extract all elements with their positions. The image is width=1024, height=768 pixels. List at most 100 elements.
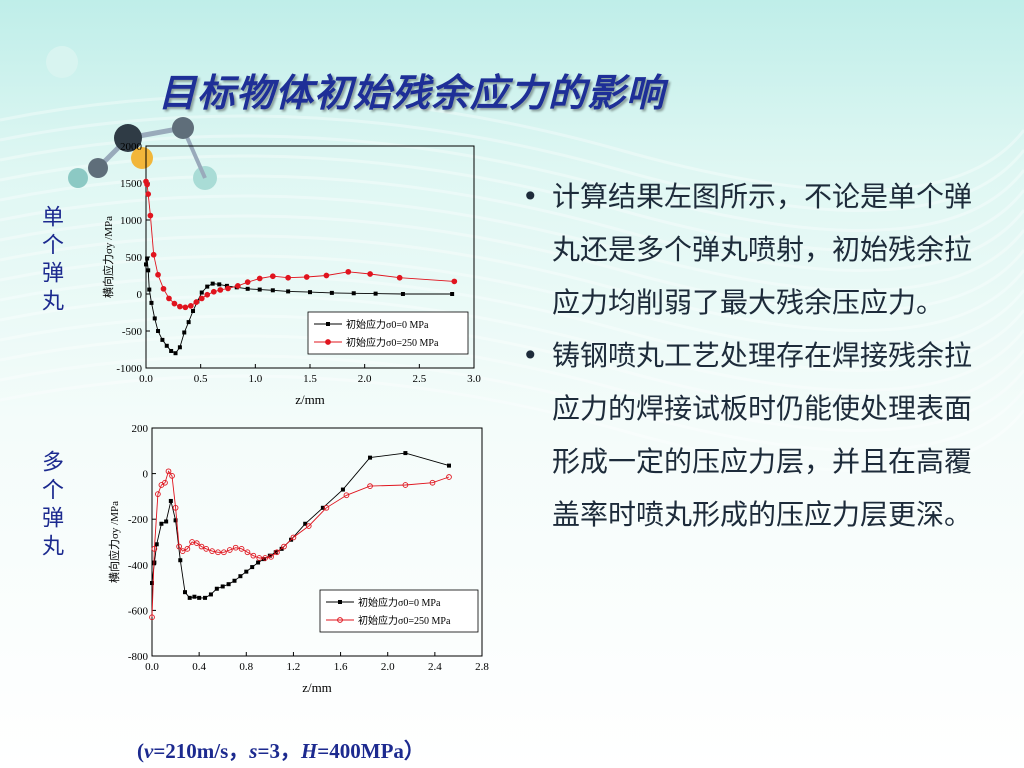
data-point bbox=[217, 282, 222, 287]
x-tick-label: 2.0 bbox=[358, 373, 372, 385]
data-point bbox=[232, 578, 237, 583]
x-tick-label: 1.6 bbox=[334, 661, 348, 673]
y-axis-label: 横向应力σy /MPa bbox=[101, 216, 115, 298]
data-point bbox=[340, 487, 345, 492]
x-tick-label: 0.0 bbox=[145, 661, 159, 673]
bullet-dot-icon: • bbox=[522, 180, 539, 213]
bullet-item: • 铸钢喷丸工艺处理存在焊接残余拉应力的焊接试板时仍能使处理表面形成一定的压应力… bbox=[520, 329, 972, 541]
data-point bbox=[198, 543, 205, 550]
y-tick-label: 0 bbox=[143, 469, 149, 481]
data-point bbox=[171, 300, 178, 307]
data-point bbox=[225, 285, 231, 292]
data-point bbox=[250, 565, 255, 570]
data-point bbox=[305, 523, 312, 529]
data-point bbox=[245, 286, 250, 291]
x-tick-label: 1.5 bbox=[303, 373, 317, 385]
legend-marker bbox=[326, 322, 330, 326]
x-axis-label: z/mm bbox=[302, 680, 332, 695]
y-tick-label: -400 bbox=[128, 560, 149, 572]
legend-marker bbox=[325, 339, 331, 345]
legend: 初始应力σ0=0 MPa 初始应力σ0=250 MPa bbox=[319, 589, 479, 633]
data-point bbox=[166, 295, 172, 302]
data-point bbox=[267, 553, 272, 558]
data-point bbox=[268, 553, 274, 560]
x-tick-label: 2.4 bbox=[428, 661, 442, 673]
legend-label: 初始应力σ0=250 MPa bbox=[358, 614, 451, 627]
legend-label: 初始应力σ0=0 MPa bbox=[358, 596, 441, 609]
data-point bbox=[204, 291, 211, 298]
series-line bbox=[145, 181, 455, 308]
data-point bbox=[150, 581, 154, 586]
data-point bbox=[145, 191, 152, 197]
data-point bbox=[187, 302, 194, 309]
data-point bbox=[323, 272, 330, 279]
multi-pellet-label: 多个弹丸 bbox=[38, 450, 63, 562]
y-tick-label: 2000 bbox=[120, 141, 143, 153]
series-2 bbox=[149, 468, 452, 621]
data-point bbox=[173, 351, 178, 356]
bullet-text: 计算结果左图所示，不论是单个弹丸还是多个弹丸喷射，初始残余拉应力均削弱了最大残余… bbox=[552, 180, 973, 319]
data-point bbox=[367, 271, 373, 277]
legend: 初始应力σ0=0 MPa 初始应力σ0=250 MPa bbox=[307, 311, 469, 355]
data-point bbox=[149, 614, 155, 621]
x-tick-label: 0.5 bbox=[194, 373, 208, 385]
data-point bbox=[308, 290, 312, 295]
legend-label: 初始应力σ0=250 MPa bbox=[346, 336, 439, 349]
y-tick-label: -500 bbox=[122, 326, 143, 338]
data-point bbox=[184, 545, 191, 552]
x-tick-label: 2.0 bbox=[381, 661, 395, 673]
data-point bbox=[151, 545, 158, 552]
y-tick-label: -800 bbox=[128, 651, 149, 663]
bullet-dot-icon: • bbox=[522, 339, 539, 372]
legend-box bbox=[307, 311, 469, 355]
data-point bbox=[183, 590, 187, 595]
data-point bbox=[209, 548, 215, 554]
data-point bbox=[147, 212, 154, 219]
data-point bbox=[144, 181, 150, 188]
y-tick-label: -600 bbox=[128, 605, 149, 617]
data-point bbox=[162, 479, 168, 486]
data-point bbox=[203, 595, 208, 600]
data-point bbox=[182, 304, 189, 311]
data-point bbox=[215, 549, 221, 556]
y-axis-label: 横向应力σy /MPa bbox=[107, 501, 121, 583]
data-point bbox=[186, 320, 191, 325]
data-point bbox=[244, 279, 251, 286]
y-tick-label: 1500 bbox=[120, 178, 143, 190]
data-point bbox=[244, 569, 249, 574]
param-v-symbol: v bbox=[144, 739, 154, 763]
single-pellet-label: 单个弹丸 bbox=[38, 205, 63, 317]
data-point bbox=[199, 290, 204, 295]
y-tick-label: 500 bbox=[126, 252, 143, 264]
plot-frame bbox=[151, 427, 483, 657]
data-point bbox=[320, 505, 325, 510]
data-point bbox=[281, 543, 287, 550]
data-point bbox=[303, 274, 310, 280]
y-tick-label: 1000 bbox=[120, 215, 143, 227]
data-point bbox=[193, 299, 200, 305]
data-point bbox=[373, 291, 378, 296]
data-point bbox=[244, 549, 251, 556]
data-point bbox=[203, 545, 210, 552]
series-2 bbox=[143, 178, 458, 311]
data-point bbox=[179, 548, 186, 554]
data-point bbox=[262, 555, 268, 561]
data-point bbox=[159, 521, 164, 526]
data-point bbox=[343, 492, 350, 499]
param-h-value: =400MPa） bbox=[317, 739, 425, 763]
data-point bbox=[303, 521, 308, 526]
data-point bbox=[208, 592, 213, 597]
data-point bbox=[169, 473, 175, 479]
param-s-value: =3， bbox=[257, 739, 301, 763]
data-point bbox=[226, 547, 233, 553]
data-point bbox=[269, 273, 276, 280]
params-open: ( bbox=[137, 739, 144, 763]
data-point bbox=[160, 337, 165, 342]
data-point bbox=[250, 552, 257, 559]
data-point bbox=[368, 455, 373, 460]
data-point bbox=[329, 290, 334, 295]
legend-label: 初始应力σ0=0 MPa bbox=[346, 318, 429, 331]
x-tick-label: 1.2 bbox=[287, 661, 301, 673]
data-point bbox=[178, 558, 183, 563]
